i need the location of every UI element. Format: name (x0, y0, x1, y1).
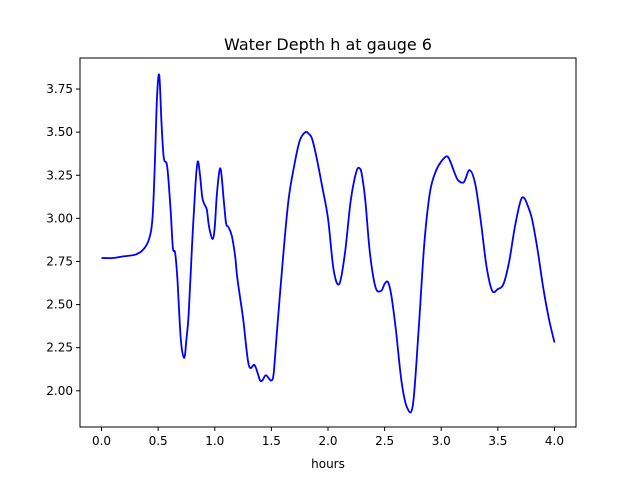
x-tick-label: 0.0 (92, 434, 111, 448)
x-axis-label: hours (311, 457, 345, 471)
x-tick-label: 1.5 (262, 434, 281, 448)
y-tick-label: 2.00 (46, 384, 73, 398)
x-tick-label: 1.0 (205, 434, 224, 448)
x-tick-label: 3.5 (488, 434, 507, 448)
x-tick-label: 0.5 (149, 434, 168, 448)
y-tick-label: 3.00 (46, 211, 73, 225)
chart-title: Water Depth h at gauge 6 (224, 35, 432, 54)
series-line (101, 73, 556, 414)
y-tick-label: 3.25 (46, 168, 73, 182)
y-tick-label: 2.50 (46, 298, 73, 312)
y-tick-label: 2.75 (46, 254, 73, 268)
plot-frame (79, 57, 577, 428)
y-tick-label: 3.50 (46, 125, 73, 139)
x-tick-label: 2.0 (318, 434, 337, 448)
x-tick-label: 3.0 (432, 434, 451, 448)
y-tick-label: 2.25 (46, 341, 73, 355)
x-tick-label: 2.5 (375, 434, 394, 448)
x-tick-label: 4.0 (545, 434, 564, 448)
y-tick-label: 3.75 (46, 82, 73, 96)
plot-area (101, 73, 556, 414)
x-axis: 0.0 0.5 1.0 1.5 2.0 2.5 3.0 3.5 4.0 (92, 427, 564, 448)
y-axis: 2.00 2.25 2.50 2.75 3.00 3.25 3.50 3.75 (46, 82, 80, 398)
